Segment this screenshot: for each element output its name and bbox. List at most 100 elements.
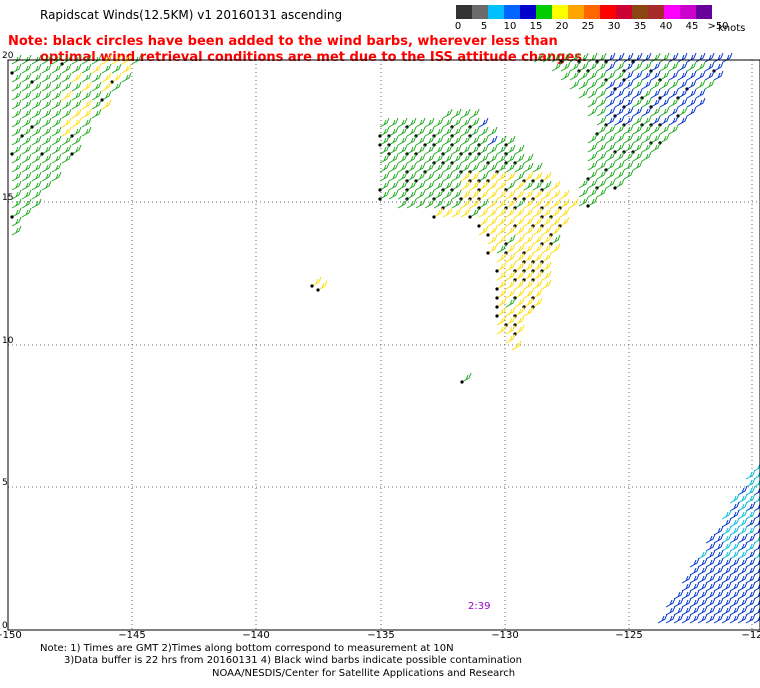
wind-barb (721, 565, 732, 576)
wind-barb (111, 81, 122, 92)
wind-barb (737, 549, 748, 560)
wind-barb (379, 171, 390, 182)
wind-barb (378, 135, 390, 147)
wind-barb (523, 207, 534, 218)
wind-barb (70, 144, 82, 156)
wind-barb (632, 115, 643, 126)
wind-barb (415, 198, 426, 209)
wind-barb (605, 142, 616, 153)
wind-barb (61, 135, 72, 146)
wind-barb (71, 99, 82, 110)
wind-barb (496, 144, 507, 155)
wind-barb (71, 81, 82, 92)
wind-barb (31, 126, 42, 137)
legend-tick-label: 15 (529, 21, 543, 32)
pass-time-label: 2:39 (468, 601, 490, 612)
wind-barb (697, 549, 708, 560)
wind-barb (388, 189, 399, 200)
wind-barb (605, 61, 616, 72)
wind-barb (495, 261, 507, 273)
wind-barb (504, 135, 516, 147)
wind-barb (721, 589, 732, 600)
wind-barb (705, 573, 716, 584)
wind-barb (11, 180, 22, 191)
wind-barb (469, 180, 480, 191)
wind-barb (496, 243, 507, 254)
wind-barb (532, 279, 543, 290)
wind-barb (91, 63, 102, 74)
wind-barb (532, 234, 543, 245)
wind-barb (641, 151, 652, 162)
wind-barb (705, 557, 716, 568)
wind-barb (689, 589, 700, 600)
legend-swatch (680, 5, 696, 19)
wind-barb (70, 126, 82, 138)
wind-barb (695, 52, 706, 63)
wind-barb (665, 613, 676, 624)
wind-barb (605, 151, 616, 162)
wind-barb (10, 144, 22, 156)
wind-barb (737, 517, 748, 528)
wind-barb (659, 97, 670, 108)
wind-barb (745, 557, 756, 568)
latitude-label: 5 (2, 478, 8, 488)
wind-barb (673, 613, 684, 624)
wind-barb (721, 509, 732, 520)
wind-barb (745, 525, 756, 536)
wind-barb (677, 52, 688, 63)
wind-barb (31, 90, 42, 101)
wind-barb (101, 99, 112, 110)
wind-barb (632, 70, 643, 81)
wind-barb (388, 117, 399, 128)
footer-note-1: Note: 1) Times are GMT 2)Times along bot… (40, 643, 454, 654)
wind-barb (713, 549, 724, 560)
wind-barb (605, 133, 616, 144)
wind-barb (451, 171, 462, 182)
legend-swatch (488, 5, 504, 19)
wind-barb (578, 70, 589, 81)
wind-barb (721, 517, 732, 528)
wind-barb (705, 541, 716, 552)
wind-barb (541, 279, 552, 290)
wind-barb (40, 144, 52, 156)
wind-barb (487, 126, 498, 137)
wind-barb (704, 61, 715, 72)
legend-tick-label: 30 (607, 21, 621, 32)
wind-barb (21, 171, 32, 182)
wind-barb (433, 180, 444, 191)
wind-barb (665, 597, 676, 608)
wind-barb (632, 106, 643, 117)
wind-barb (415, 180, 426, 191)
wind-barb (729, 517, 740, 528)
wind-barb (81, 108, 92, 119)
wind-barb (729, 533, 740, 544)
wind-barb (745, 517, 756, 528)
wind-barbs (10, 52, 760, 624)
wind-barb (614, 160, 625, 171)
wind-barb (713, 541, 724, 552)
wind-barb (705, 613, 716, 624)
wind-barb (91, 99, 102, 110)
wind-barb (397, 126, 408, 137)
wind-barb (378, 189, 390, 201)
wind-barb (478, 162, 489, 173)
wind-barb (41, 99, 52, 110)
wind-barb (673, 589, 684, 600)
wind-barb (81, 117, 92, 128)
wind-barb (681, 605, 692, 616)
wind-barb (677, 70, 688, 81)
wind-barb (695, 97, 706, 108)
wind-barb (11, 225, 22, 236)
wind-barb (496, 225, 507, 236)
wind-barb (681, 597, 692, 608)
wind-barb (487, 162, 498, 173)
wind-barb (487, 180, 498, 191)
wind-barb (596, 88, 607, 99)
wind-barb (41, 135, 52, 146)
wind-barb (424, 198, 435, 209)
wind-barb (31, 162, 42, 173)
wind-barb (31, 171, 42, 182)
wind-barb (378, 126, 390, 138)
wind-barb (681, 613, 692, 624)
wind-barb (745, 509, 756, 520)
